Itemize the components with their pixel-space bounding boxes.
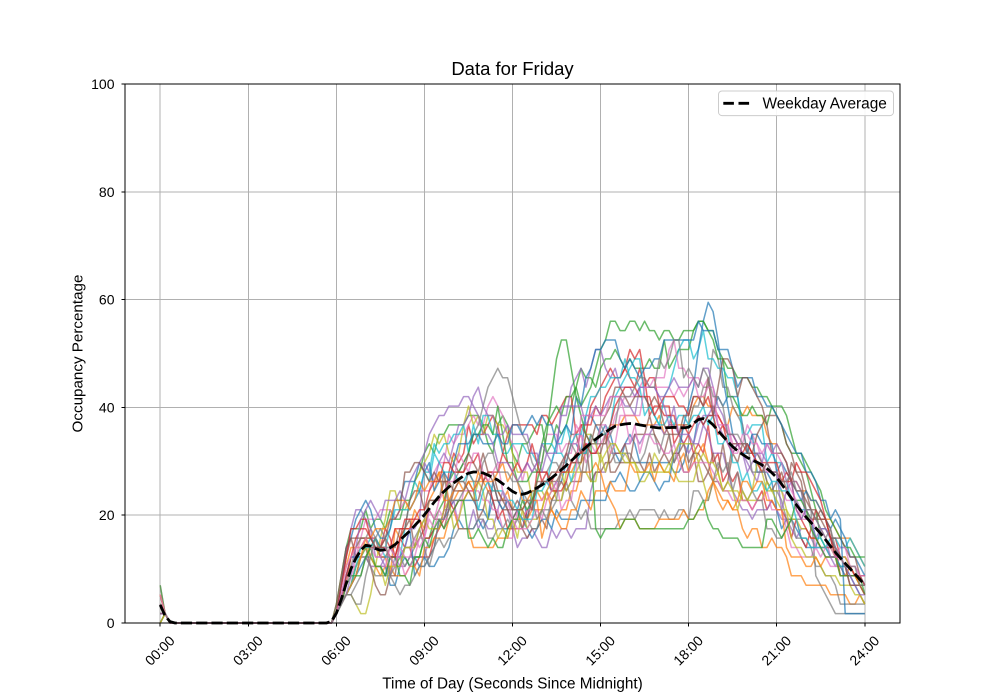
svg-text:Weekday Average: Weekday Average — [763, 96, 887, 113]
svg-text:80: 80 — [99, 184, 115, 200]
svg-text:Data for Friday: Data for Friday — [451, 58, 574, 79]
svg-text:100: 100 — [91, 76, 115, 92]
svg-text:Time of Day (Seconds Since Mid: Time of Day (Seconds Since Midnight) — [382, 676, 642, 693]
svg-text:0: 0 — [107, 615, 115, 631]
svg-text:60: 60 — [99, 292, 115, 308]
svg-text:40: 40 — [99, 399, 115, 415]
svg-text:20: 20 — [99, 507, 115, 523]
svg-text:Occupancy Percentage: Occupancy Percentage — [70, 275, 87, 433]
